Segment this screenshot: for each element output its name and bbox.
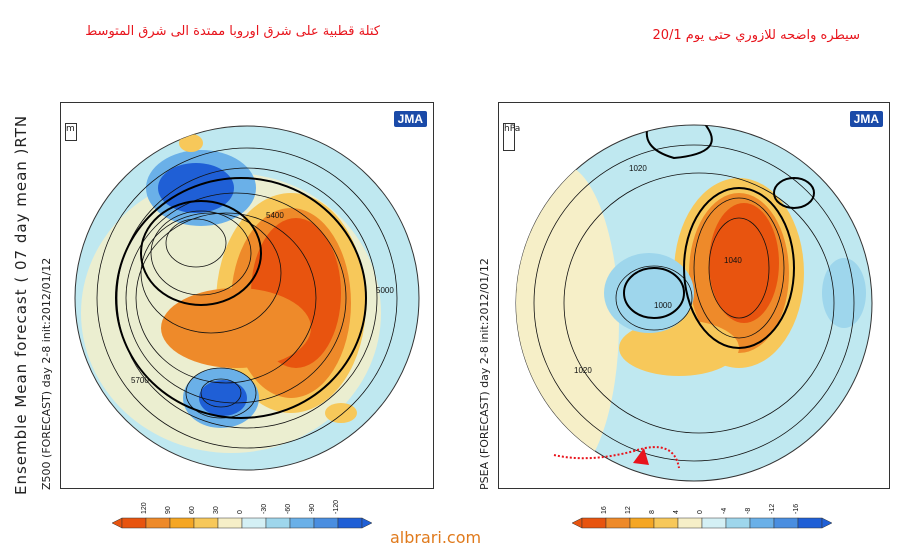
right-colorbar-swatch (749, 517, 775, 529)
left-colorbar-arrow-right (361, 517, 373, 529)
right-jma-logo: JMA (849, 111, 883, 127)
left-colorbar-tick: 0 (237, 510, 244, 514)
right-colorbar-tick: -16 (793, 504, 800, 514)
left-colorbar-arrow-left (111, 517, 123, 529)
left-colorbar: 120 90 60 30 0 -30 -60 -90 -120 (110, 492, 380, 532)
left-colorbar-tick: -30 (261, 504, 268, 514)
right-colorbar-swatch (773, 517, 799, 529)
right-colorbar-tick: -4 (721, 508, 728, 514)
left-colorbar-swatch (145, 517, 171, 529)
right-contour-label-2: 1040 (724, 256, 742, 265)
left-contour-label-1: 5400 (266, 211, 284, 220)
left-unit-label: m (65, 123, 77, 141)
right-contour-label-4: 1000 (654, 301, 672, 310)
right-vertical-subtitle: PSEA (FORECAST) day 2-8 init:2012/01/12 (478, 258, 491, 490)
right-colorbar-swatch (581, 517, 607, 529)
right-unit-label: hPa (503, 123, 520, 151)
left-colorbar-swatch (121, 517, 147, 529)
left-colorbar-swatch (337, 517, 363, 529)
right-colorbar-arrow-left (571, 517, 583, 529)
right-colorbar-tick: 0 (697, 510, 704, 514)
left-vertical-subtitle: Z500 (FORECAST) day 2-8 init:2012/01/12 (40, 257, 53, 490)
left-colorbar-tick: -90 (309, 504, 316, 514)
right-colorbar-swatch (725, 517, 751, 529)
left-map-panel: m JMA (60, 102, 434, 489)
right-colorbar-tick: 16 (601, 506, 608, 514)
left-colorbar-tick: 60 (189, 506, 196, 514)
left-colorbar-tick: -60 (285, 504, 292, 514)
right-colorbar-tick: 4 (673, 510, 680, 514)
left-colorbar-tick: 30 (213, 506, 220, 514)
right-colorbar-swatch (629, 517, 655, 529)
right-colorbar-swatch (677, 517, 703, 529)
red-arrow-annotation (553, 446, 680, 469)
left-colorbar-tick: 120 (141, 502, 148, 514)
left-vertical-title: Ensemble Mean forecast ( 07 day mean )RT… (12, 114, 30, 495)
right-colorbar-tick: -12 (769, 504, 776, 514)
left-colorbar-swatch (169, 517, 195, 529)
right-map-panel: hPa JMA (498, 102, 890, 489)
right-colorbar-tick: -8 (745, 508, 752, 514)
right-map-svg: 1020 1040 1020 1000 (515, 124, 873, 482)
left-colorbar-swatch (193, 517, 219, 529)
left-colorbar-tick: 90 (165, 506, 172, 514)
left-colorbar-swatch (289, 517, 315, 529)
left-colorbar-swatch (313, 517, 339, 529)
annotation-left: كتلة قطبية على شرق اوروبا ممتدة الى شرق … (85, 24, 380, 39)
right-colorbar-swatch (605, 517, 631, 529)
right-colorbar-swatch (797, 517, 823, 529)
right-colorbar-tick: 8 (649, 510, 656, 514)
right-colorbar-swatch (701, 517, 727, 529)
right-colorbar-swatch (653, 517, 679, 529)
left-jma-logo: JMA (393, 111, 427, 127)
left-map-svg: 5400 5700 5000 (74, 125, 420, 471)
right-colorbar-arrow-right (821, 517, 833, 529)
right-colorbar-tick: 12 (625, 506, 632, 514)
left-colorbar-tick: -120 (333, 500, 340, 514)
right-colorbar: 16 12 8 4 0 -4 -8 -12 -16 (570, 492, 840, 532)
left-contour-label-3: 5000 (376, 286, 394, 295)
left-colorbar-swatch (265, 517, 291, 529)
left-colorbar-swatch (217, 517, 243, 529)
right-contour-label-1: 1020 (629, 164, 647, 173)
annotation-right: سيطره واضحه للازوري حتى يوم 20/1 (652, 28, 860, 43)
left-colorbar-swatch (241, 517, 267, 529)
left-contour-label-2: 5700 (131, 376, 149, 385)
site-watermark: albrari.com (390, 528, 482, 547)
right-contour-label-3: 1020 (574, 366, 592, 375)
